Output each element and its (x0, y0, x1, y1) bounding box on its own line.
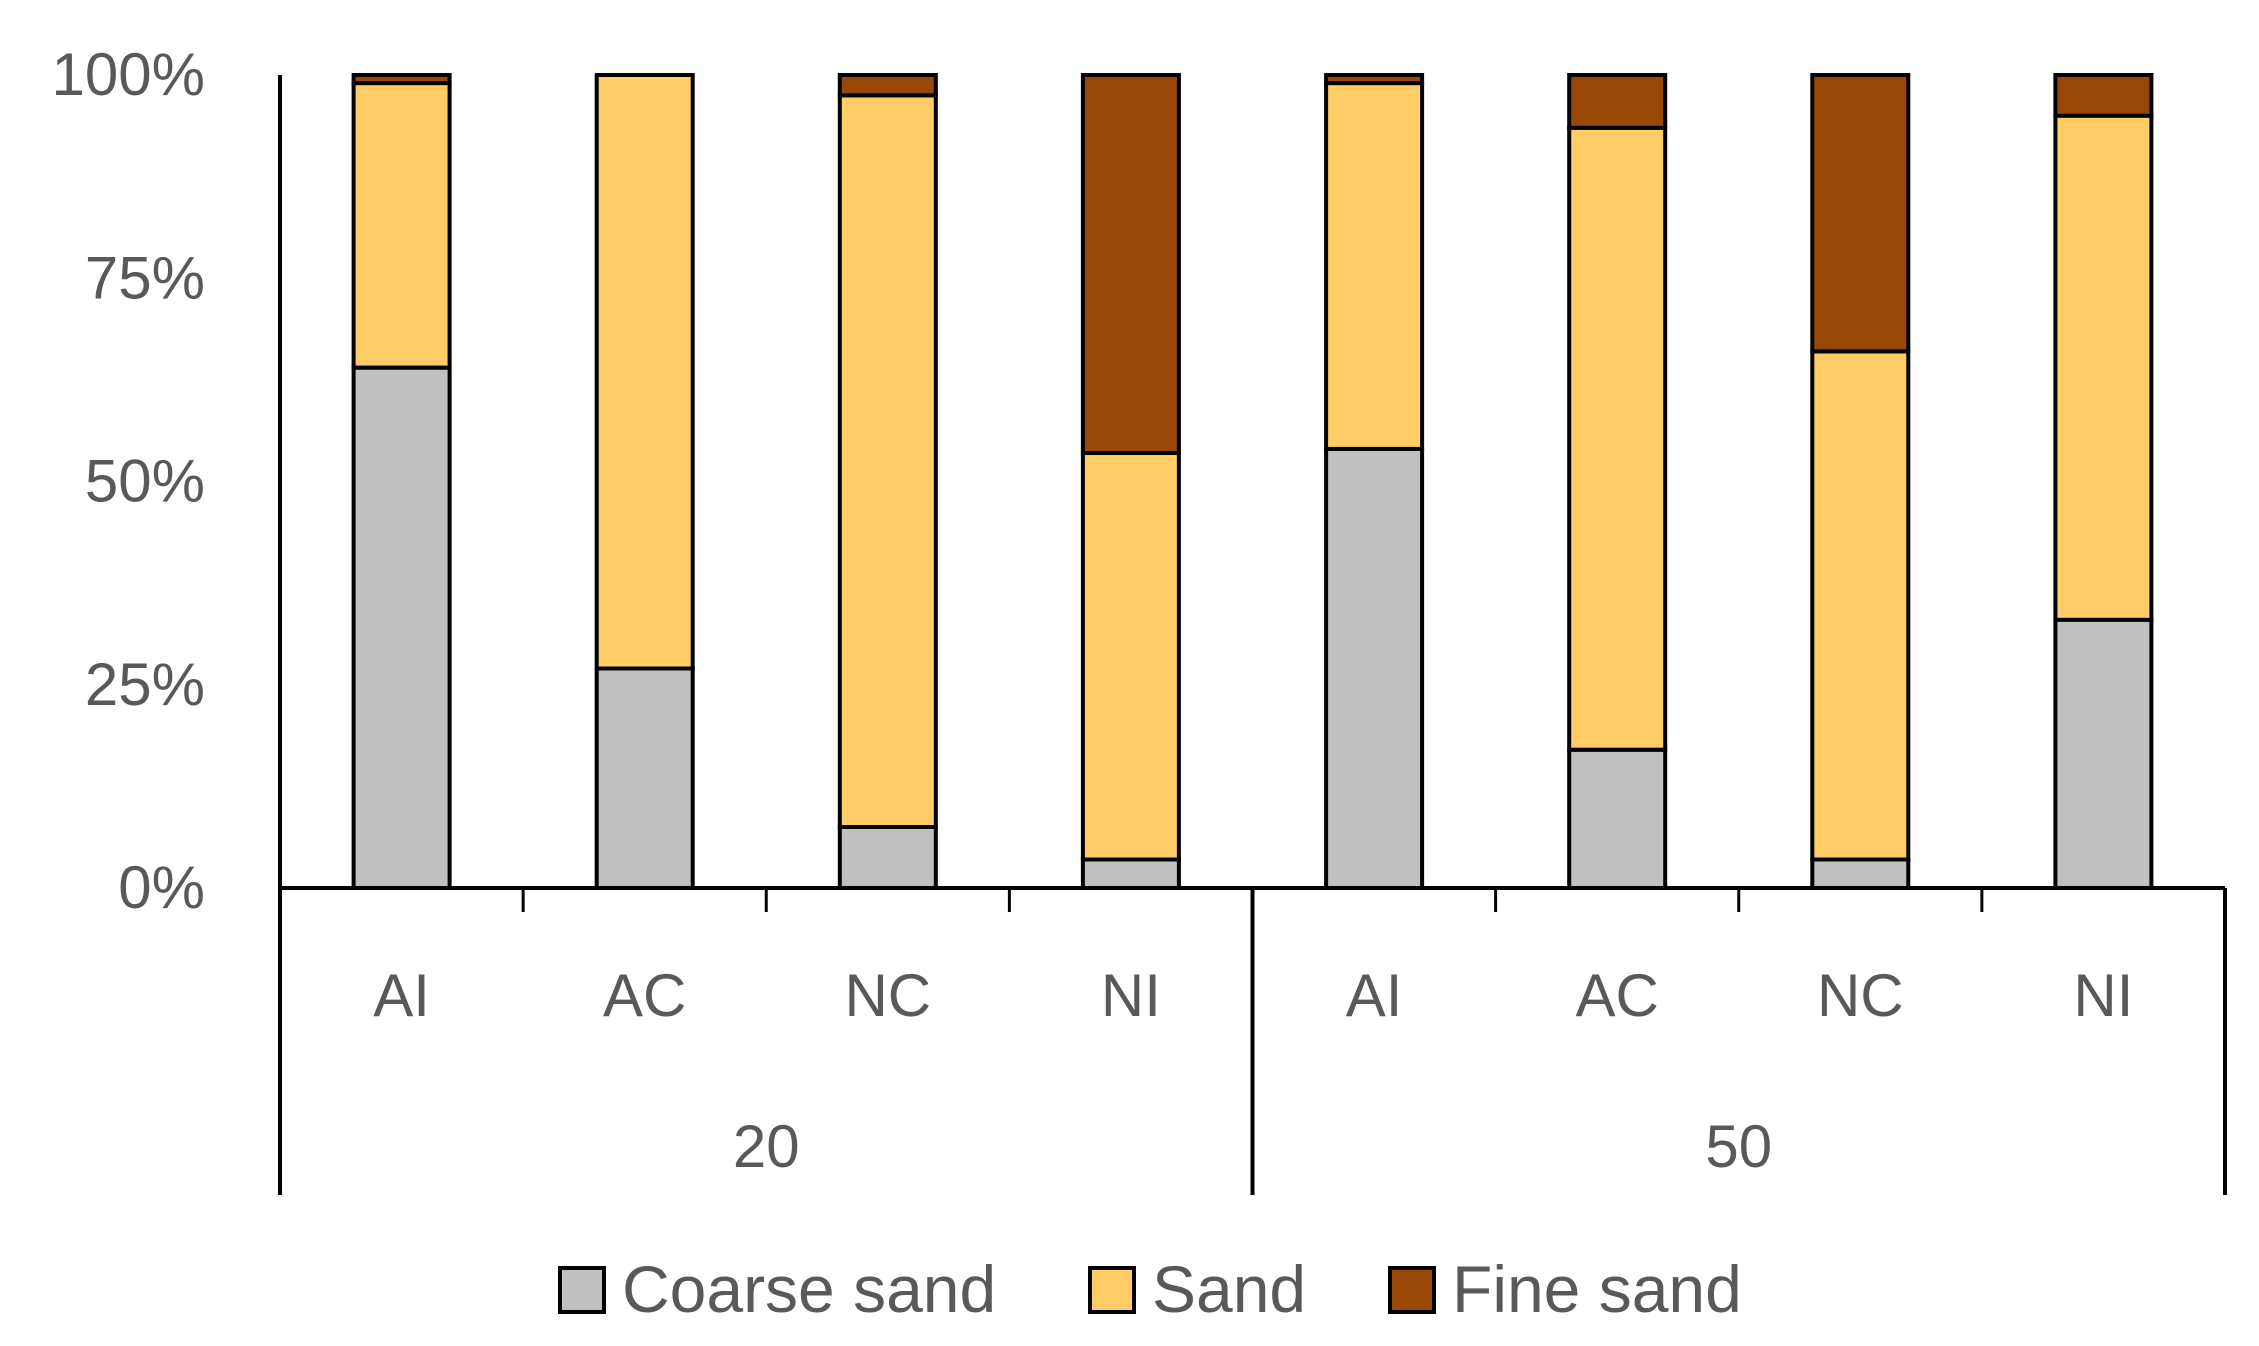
legend-swatch-fine-sand (1388, 1266, 1436, 1314)
bar-segment-coarse-sand-7 (2053, 617, 2154, 890)
bar-segment-coarse-sand-0 (351, 365, 452, 890)
bar-segment-sand-0 (351, 81, 452, 370)
x-category-label: AI (1346, 962, 1403, 1029)
bar-segment-fine-sand-7 (2053, 73, 2154, 118)
axes (278, 75, 2227, 1195)
bar-segment-sand-3 (1080, 451, 1181, 862)
bar-segment-sand-5 (1567, 125, 1668, 752)
x-category-label: AC (1576, 962, 1659, 1029)
bar-segment-sand-7 (2053, 113, 2154, 622)
bar-segment-coarse-sand-3 (1080, 857, 1181, 890)
bar-segment-sand-2 (837, 93, 938, 830)
y-tick-label: 100% (52, 41, 205, 108)
x-group-label: 50 (1705, 1113, 1772, 1180)
legend-swatch-coarse-sand (558, 1266, 606, 1314)
y-tick-label: 0% (118, 854, 205, 921)
bar-segment-sand-1 (594, 73, 695, 671)
legend: Coarse sand Sand Fine sand (558, 1252, 1742, 1326)
bar-segment-fine-sand-0 (351, 73, 452, 86)
x-category-label: NI (1101, 962, 1161, 1029)
legend-label-coarse-sand: Coarse sand (622, 1252, 996, 1326)
bar-segment-fine-sand-6 (1810, 73, 1911, 354)
bar-segment-fine-sand-5 (1567, 73, 1668, 130)
x-category-label: NI (2073, 962, 2133, 1029)
plot-area (351, 73, 2154, 890)
x-category-label: AI (373, 962, 430, 1029)
y-tick-label: 50% (85, 448, 205, 515)
bar-segment-coarse-sand-6 (1810, 857, 1911, 890)
x-group-label: 20 (733, 1113, 800, 1180)
axis-labels: 0% 25% 50% 75% 100% AI AC NC NI AI AC NC NI 20 50 (52, 41, 2134, 1180)
x-category-label: NC (844, 962, 931, 1029)
legend-label-fine-sand: Fine sand (1452, 1252, 1742, 1326)
bar-segment-coarse-sand-5 (1567, 747, 1668, 890)
bar-segment-fine-sand-4 (1324, 73, 1425, 86)
bar-segment-sand-4 (1324, 81, 1425, 451)
bar-segment-coarse-sand-1 (594, 666, 695, 890)
bar-segment-fine-sand-3 (1080, 73, 1181, 455)
x-category-label: NC (1817, 962, 1904, 1029)
bar-segment-coarse-sand-2 (837, 825, 938, 890)
bar-segment-coarse-sand-4 (1324, 447, 1425, 890)
legend-label-sand: Sand (1152, 1252, 1306, 1326)
y-tick-label: 75% (85, 244, 205, 311)
bar-segment-sand-6 (1810, 349, 1911, 862)
legend-swatch-sand (1088, 1266, 1136, 1314)
y-tick-label: 25% (85, 651, 205, 718)
bar-segment-fine-sand-2 (837, 73, 938, 98)
x-category-label: AC (603, 962, 686, 1029)
